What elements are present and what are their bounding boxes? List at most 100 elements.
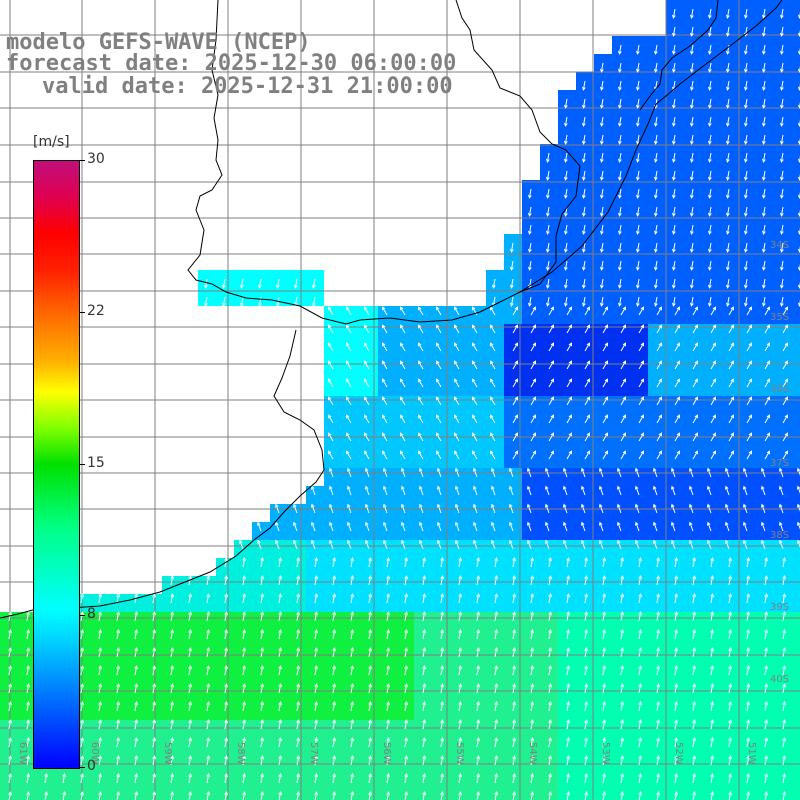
wind-arrow bbox=[674, 450, 680, 460]
wind-arrow-head bbox=[652, 485, 657, 490]
wind-arrow-head bbox=[422, 683, 426, 688]
wind-arrow bbox=[707, 540, 712, 550]
wind-arrow bbox=[404, 702, 408, 712]
wind-arrow-head bbox=[422, 593, 426, 598]
wind-arrow-head bbox=[381, 378, 386, 383]
wind-arrow-head bbox=[708, 212, 712, 217]
wind-arrow-head bbox=[778, 503, 783, 508]
wind-arrow bbox=[386, 594, 390, 604]
wind-arrow bbox=[224, 702, 228, 712]
wind-arrow bbox=[726, 152, 730, 162]
wind-arrow-head bbox=[206, 575, 210, 580]
wind-arrow-head bbox=[440, 683, 444, 688]
wind-arrow bbox=[440, 612, 444, 622]
wind-arrow-head bbox=[762, 284, 766, 289]
wind-arrow-head bbox=[116, 791, 120, 796]
wind-arrow-head bbox=[188, 755, 192, 760]
wind-arrow-head bbox=[514, 342, 519, 347]
wind-arrow bbox=[454, 396, 460, 406]
wind-arrow-head bbox=[440, 737, 444, 742]
wind-speed-cell bbox=[90, 792, 108, 800]
wind-arrow-head bbox=[748, 342, 753, 347]
wind-arrow-head bbox=[728, 665, 732, 670]
wind-arrow-head bbox=[404, 575, 408, 580]
wind-arrow-head bbox=[386, 665, 390, 670]
wind-arrow bbox=[636, 80, 640, 90]
wind-arrow bbox=[726, 80, 730, 90]
wind-arrow bbox=[600, 278, 604, 288]
wind-arrow-head bbox=[224, 701, 228, 706]
wind-arrow-head bbox=[548, 557, 552, 562]
wind-arrow-head bbox=[602, 647, 606, 652]
wind-arrow-head bbox=[604, 396, 609, 401]
wind-arrow-head bbox=[618, 140, 622, 145]
wind-arrow-head bbox=[688, 539, 693, 544]
wind-arrow bbox=[744, 242, 748, 252]
wind-arrow bbox=[674, 558, 678, 568]
wind-arrow bbox=[134, 612, 138, 622]
wind-arrow-head bbox=[690, 122, 694, 127]
wind-arrow bbox=[80, 666, 84, 676]
wind-arrow-head bbox=[618, 266, 622, 271]
wind-arrow-head bbox=[764, 773, 768, 778]
wind-arrow-head bbox=[656, 647, 660, 652]
wind-arrow bbox=[618, 98, 622, 108]
wind-arrow-head bbox=[548, 575, 552, 580]
wind-arrow-head bbox=[582, 158, 586, 163]
wind-arrow bbox=[548, 432, 554, 442]
wind-arrow bbox=[563, 486, 568, 496]
wind-arrow bbox=[636, 116, 640, 126]
wind-arrow-head bbox=[622, 396, 627, 401]
wind-arrow-head bbox=[728, 647, 732, 652]
wind-arrow bbox=[170, 648, 174, 658]
wind-arrow bbox=[458, 756, 462, 766]
wind-arrow-head bbox=[710, 773, 714, 778]
wind-arrow bbox=[602, 774, 606, 784]
wind-arrow bbox=[548, 648, 552, 658]
wind-arrow-head bbox=[512, 593, 516, 598]
wind-arrow bbox=[368, 594, 372, 604]
wind-arrow bbox=[170, 612, 174, 622]
wind-arrow-head bbox=[584, 557, 588, 562]
wind-arrow bbox=[491, 540, 496, 550]
wind-arrow-head bbox=[532, 360, 537, 365]
wind-arrow-head bbox=[672, 68, 676, 73]
wind-arrow-head bbox=[476, 737, 480, 742]
wind-arrow-head bbox=[418, 485, 423, 490]
wind-arrow-head bbox=[422, 791, 426, 796]
wind-arrow-head bbox=[514, 306, 519, 311]
wind-arrow-head bbox=[730, 342, 735, 347]
wind-arrow-head bbox=[238, 539, 243, 544]
wind-arrow-head bbox=[748, 360, 753, 365]
wind-arrow-head bbox=[694, 306, 699, 311]
wind-arrow bbox=[346, 450, 352, 460]
latitude-label: 39S bbox=[770, 602, 789, 613]
wind-arrow-head bbox=[206, 629, 210, 634]
wind-arrow-head bbox=[766, 450, 771, 455]
wind-arrow-head bbox=[672, 158, 676, 163]
wind-arrow-head bbox=[328, 467, 333, 472]
forecast-date: forecast date: 2025-12-30 06:00:00 bbox=[6, 51, 457, 76]
wind-arrow bbox=[400, 360, 406, 370]
wind-arrow bbox=[764, 414, 770, 424]
wind-arrow bbox=[548, 342, 554, 352]
wind-arrow-head bbox=[618, 194, 622, 199]
wind-arrow-head bbox=[730, 306, 735, 311]
wind-arrow-head bbox=[404, 665, 408, 670]
wind-arrow bbox=[582, 116, 586, 126]
wind-arrow-head bbox=[546, 230, 550, 235]
wind-arrow-head bbox=[494, 737, 498, 742]
wind-arrow bbox=[617, 468, 622, 478]
wind-arrow-head bbox=[494, 665, 498, 670]
wind-arrow bbox=[152, 720, 156, 730]
wind-arrow-head bbox=[694, 414, 699, 419]
wind-arrow bbox=[710, 450, 716, 460]
wind-arrow bbox=[368, 684, 372, 694]
wind-arrow bbox=[689, 504, 694, 514]
wind-arrow bbox=[382, 324, 388, 334]
wind-arrow bbox=[545, 468, 550, 478]
wind-arrow-head bbox=[458, 683, 462, 688]
wind-arrow-head bbox=[26, 665, 30, 670]
wind-arrow-head bbox=[368, 755, 372, 760]
wind-arrow bbox=[584, 648, 588, 658]
